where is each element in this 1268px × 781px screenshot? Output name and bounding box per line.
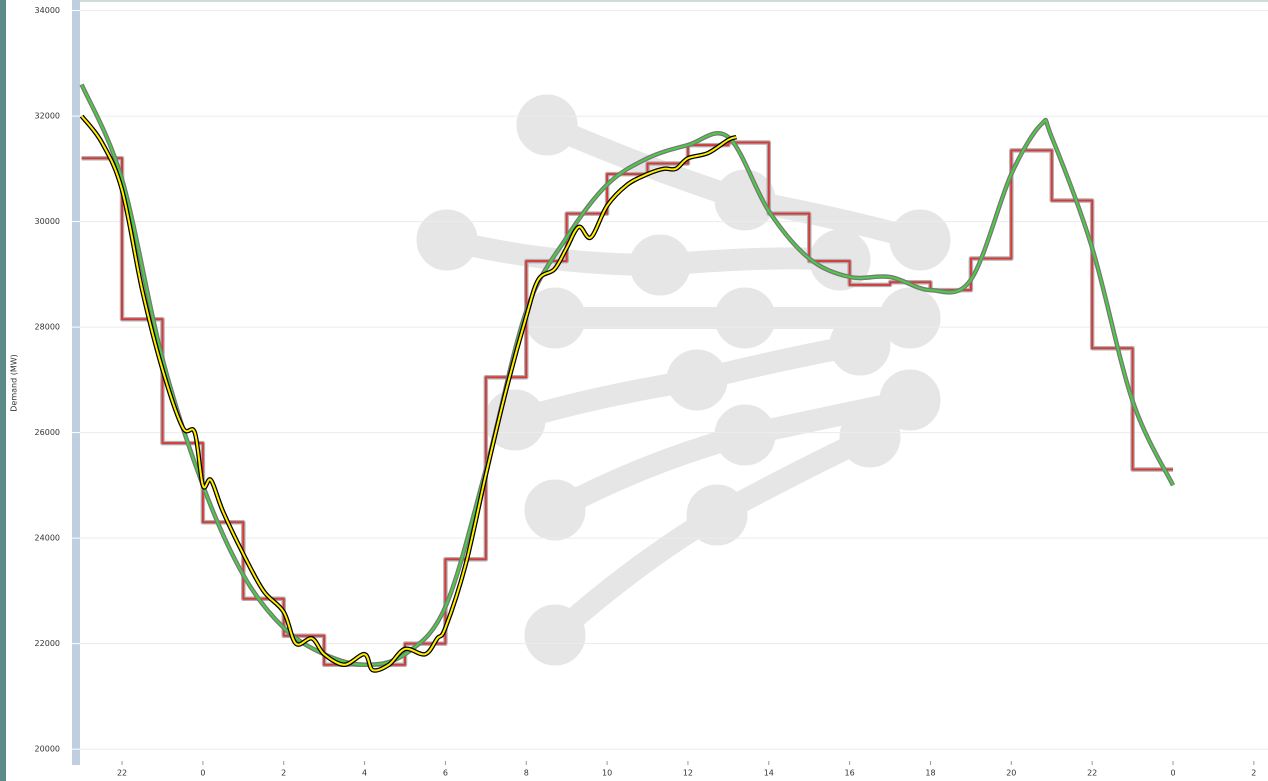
left-strip (0, 0, 6, 781)
line (80, 115, 737, 672)
x-tick-label: 8 (524, 769, 529, 778)
x-tick-label: 10 (602, 769, 612, 778)
x-tick-label: 16 (845, 769, 855, 778)
y-axis-bar (72, 0, 80, 765)
x-tick-label: 2 (1251, 769, 1256, 778)
x-tick-label: 14 (764, 769, 774, 778)
line (80, 84, 1174, 666)
y-axis-label: Demand (MW) (10, 354, 19, 412)
x-tick-label: 0 (1170, 769, 1175, 778)
y-tick-label: 26000 (35, 428, 60, 437)
x-tick-label: 22 (1087, 769, 1097, 778)
x-tick-label: 6 (443, 769, 448, 778)
y-tick-label: 28000 (35, 323, 60, 332)
x-tick-label: 12 (683, 769, 693, 778)
x-tick-label: 4 (362, 769, 367, 778)
y-tick-label: 20000 (35, 745, 60, 754)
x-tick-label: 22 (117, 769, 127, 778)
y-tick-label: 22000 (35, 639, 60, 648)
x-tick-label: 18 (925, 769, 935, 778)
watermark (416, 94, 951, 666)
y-tick-label: 30000 (35, 217, 60, 226)
x-tick-label: 2 (281, 769, 286, 778)
x-tick-label: 0 (200, 769, 205, 778)
y-tick-label: 24000 (35, 534, 60, 543)
x-tick-label: 20 (1006, 769, 1016, 778)
y-tick-label: 34000 (35, 6, 60, 15)
y-tick-label: 32000 (35, 112, 60, 121)
